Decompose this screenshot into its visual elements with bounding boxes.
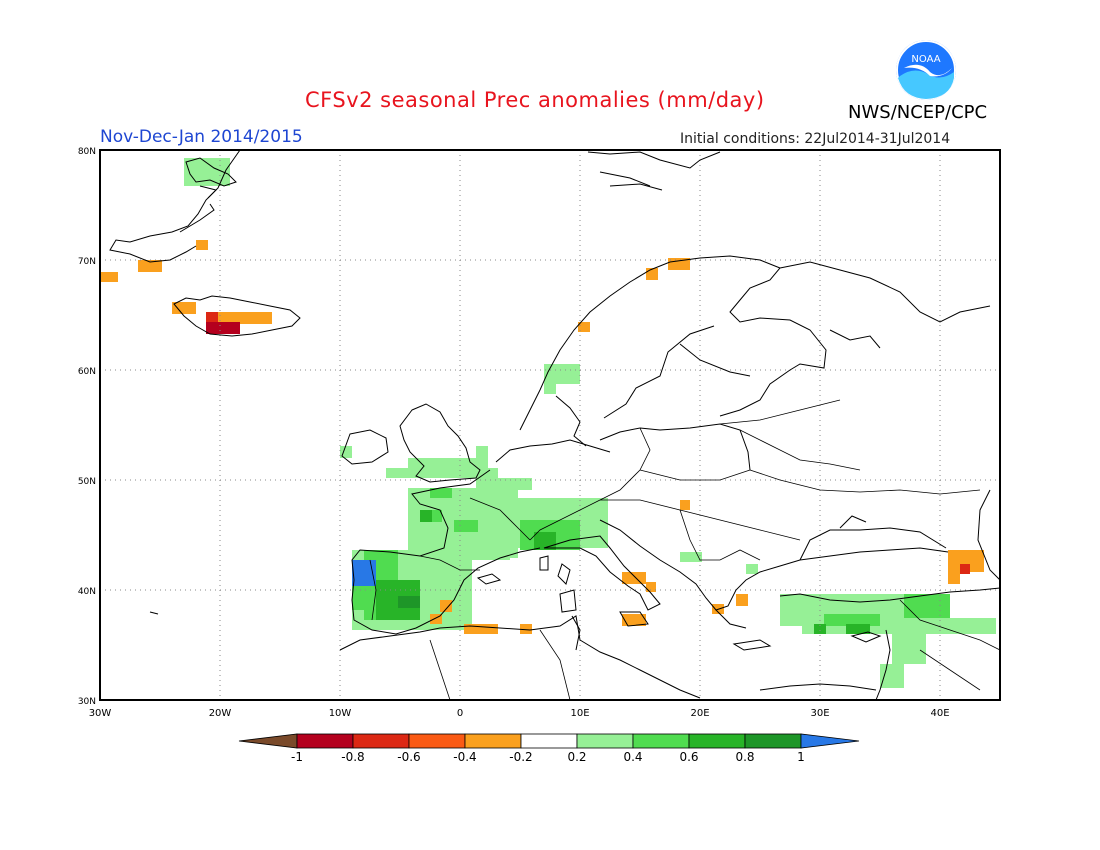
lat-tick-label: 70N xyxy=(78,257,96,267)
svg-text:NOAA: NOAA xyxy=(911,54,940,65)
color-legend: -1 -0.8 -0.6 -0.4 -0.2 0.2 0.4 0.6 0.8 1 xyxy=(238,733,860,764)
map-title: CFSv2 seasonal Prec anomalies (mm/day) xyxy=(305,88,765,112)
legend-swatch xyxy=(520,733,578,749)
agency-label: NWS/NCEP/CPC xyxy=(848,102,988,123)
country-borders xyxy=(369,399,1001,701)
legend-swatch xyxy=(464,733,522,749)
lat-tick-label: 60N xyxy=(78,367,96,377)
legend-swatch xyxy=(632,733,690,749)
legend-swatch xyxy=(408,733,466,749)
lat-tick-label: 80N xyxy=(78,147,96,157)
lon-tick-label: 20W xyxy=(209,708,232,719)
legend-label: -0.2 xyxy=(509,750,532,764)
legend-label: 0.8 xyxy=(735,750,754,764)
legend-swatch xyxy=(352,733,410,749)
legend-label: 0.6 xyxy=(679,750,698,764)
anomaly-cells xyxy=(100,158,996,688)
lon-tick-label: 10W xyxy=(329,708,352,719)
axis-labels: 30W 20W 10W 0 10E 20E 30E 40E 30N 40N 50N 60N 70N 80N xyxy=(78,147,950,719)
lon-tick-label: 0 xyxy=(457,708,463,719)
lat-lon-grid xyxy=(100,150,1000,700)
lon-tick-label: 30E xyxy=(810,708,829,719)
lat-tick-label: 40N xyxy=(78,587,96,597)
legend-label: 0.4 xyxy=(623,750,642,764)
noaa-logo: NOAA xyxy=(896,40,956,100)
lon-tick-label: 30W xyxy=(89,708,112,719)
legend-swatch xyxy=(744,733,802,749)
legend-label: -0.4 xyxy=(453,750,476,764)
map-frame xyxy=(99,149,1001,701)
legend-swatch xyxy=(688,733,746,749)
legend-swatch xyxy=(296,733,354,749)
legend-swatch xyxy=(576,733,634,749)
lon-tick-label: 10E xyxy=(570,708,589,719)
legend-label: 0.2 xyxy=(567,750,586,764)
legend-label: -0.6 xyxy=(397,750,420,764)
lat-tick-label: 50N xyxy=(78,477,96,487)
lon-tick-label: 40E xyxy=(930,708,949,719)
initial-conditions: Initial conditions: 22Jul2014-31Jul2014 xyxy=(680,131,951,147)
legend-label: -0.8 xyxy=(341,750,364,764)
legend-label: -1 xyxy=(291,750,303,764)
forecast-period: Nov-Dec-Jan 2014/2015 xyxy=(100,127,303,147)
legend-label: 1 xyxy=(797,750,805,764)
lat-tick-label: 30N xyxy=(78,697,96,707)
legend-arrow-low xyxy=(238,733,298,749)
legend-arrow-high xyxy=(800,733,860,749)
lon-tick-label: 20E xyxy=(690,708,709,719)
